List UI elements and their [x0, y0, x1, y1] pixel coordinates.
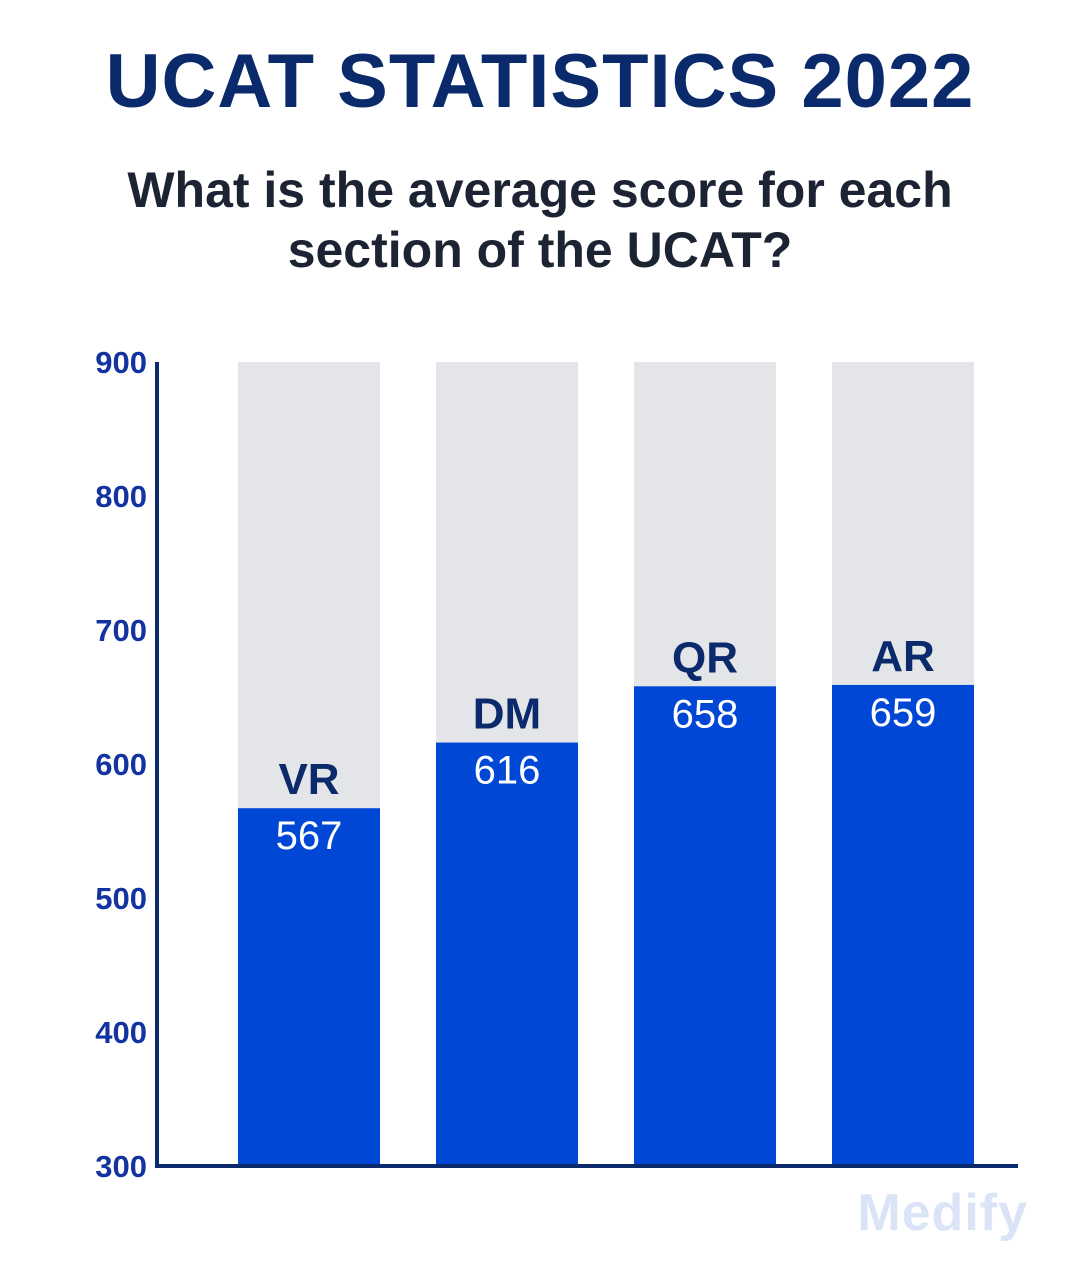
bar-dm — [436, 742, 578, 1166]
category-label-dm: DM — [473, 690, 541, 739]
y-tick-label-800: 800 — [95, 479, 147, 514]
value-label-dm: 616 — [474, 749, 541, 793]
chart-subtitle: What is the average score for each secti… — [127, 162, 953, 278]
bar-qr — [634, 686, 776, 1166]
category-label-qr: QR — [672, 633, 738, 682]
category-label-vr: VR — [278, 755, 339, 804]
y-tick-label-900: 900 — [95, 345, 147, 380]
y-tick-label-300: 300 — [95, 1149, 147, 1184]
category-label-ar: AR — [871, 632, 935, 681]
y-tick-label-400: 400 — [95, 1015, 147, 1050]
bar-ar — [832, 684, 974, 1166]
y-tick-label-700: 700 — [95, 613, 147, 648]
value-label-vr: 567 — [276, 814, 343, 858]
y-tick-label-600: 600 — [95, 747, 147, 782]
value-label-ar: 659 — [870, 691, 937, 735]
y-tick-label-500: 500 — [95, 881, 147, 916]
bar-vr — [238, 808, 380, 1166]
medify-logo: Medify — [857, 1184, 1028, 1242]
chart-title: UCAT STATISTICS 2022 — [105, 39, 975, 124]
value-label-qr: 658 — [672, 692, 739, 736]
